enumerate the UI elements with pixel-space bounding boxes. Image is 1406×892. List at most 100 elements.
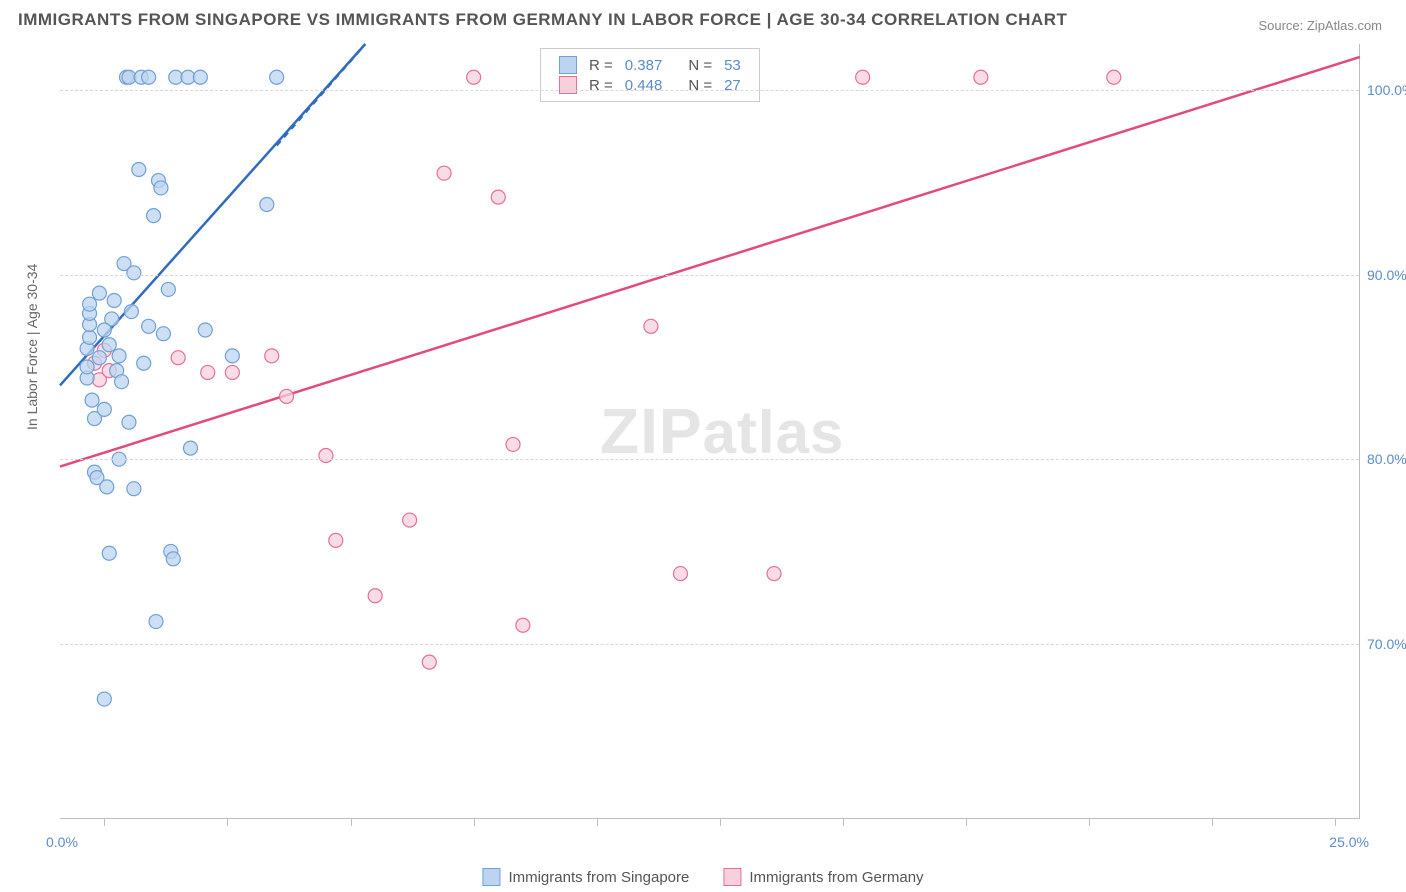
data-point	[83, 330, 97, 344]
legend-item-singapore: Immigrants from Singapore	[482, 868, 689, 886]
x-tick-mark	[966, 818, 967, 826]
swatch-icon	[723, 868, 741, 886]
legend-label: Immigrants from Germany	[749, 869, 923, 886]
x-tick-mark	[1212, 818, 1213, 826]
chart-title: IMMIGRANTS FROM SINGAPORE VS IMMIGRANTS …	[18, 10, 1067, 30]
x-tick-label: 0.0%	[46, 834, 78, 850]
data-point	[122, 415, 136, 429]
x-tick-mark	[843, 818, 844, 826]
data-point	[403, 513, 417, 527]
r-value: 0.448	[619, 75, 669, 95]
data-point	[265, 349, 279, 363]
data-point	[149, 615, 163, 629]
data-point	[198, 323, 212, 337]
data-point	[147, 209, 161, 223]
data-point	[422, 655, 436, 669]
swatch-icon	[482, 868, 500, 886]
n-value: 53	[718, 55, 747, 75]
scatter-svg	[60, 44, 1359, 818]
correlation-legend: R = 0.387 N = 53 R = 0.448 N = 27	[540, 48, 760, 102]
data-point	[142, 319, 156, 333]
series-legend: Immigrants from Singapore Immigrants fro…	[482, 868, 923, 886]
gridline	[60, 275, 1359, 276]
x-tick-label: 25.0%	[1329, 834, 1369, 850]
data-point	[171, 351, 185, 365]
data-point	[154, 181, 168, 195]
data-point	[97, 692, 111, 706]
data-point	[115, 375, 129, 389]
data-point	[225, 365, 239, 379]
data-point	[100, 480, 114, 494]
y-tick-label: 70.0%	[1367, 636, 1406, 652]
data-point	[644, 319, 658, 333]
data-point	[329, 533, 343, 547]
data-point	[127, 482, 141, 496]
data-point	[83, 297, 97, 311]
data-point	[124, 305, 138, 319]
r-value: 0.387	[619, 55, 669, 75]
data-point	[127, 266, 141, 280]
n-value: 27	[718, 75, 747, 95]
regression-line	[60, 57, 1360, 467]
data-point	[201, 365, 215, 379]
chart-plot-area: ZIPatlas R = 0.387 N = 53 R = 0.448 N = …	[60, 44, 1360, 819]
data-point	[974, 70, 988, 84]
y-axis-label: In Labor Force | Age 30-34	[24, 264, 40, 430]
x-tick-mark	[1089, 818, 1090, 826]
data-point	[142, 70, 156, 84]
x-tick-mark	[227, 818, 228, 826]
data-point	[97, 323, 111, 337]
data-point	[183, 441, 197, 455]
data-point	[506, 437, 520, 451]
x-tick-mark	[597, 818, 598, 826]
data-point	[319, 448, 333, 462]
data-point	[516, 618, 530, 632]
data-point	[85, 393, 99, 407]
y-tick-label: 90.0%	[1367, 267, 1406, 283]
data-point	[437, 166, 451, 180]
data-point	[280, 389, 294, 403]
data-point	[97, 402, 111, 416]
data-point	[491, 190, 505, 204]
x-tick-mark	[1335, 818, 1336, 826]
data-point	[156, 327, 170, 341]
r-label: R =	[583, 75, 619, 95]
n-label: N =	[682, 55, 718, 75]
x-tick-mark	[351, 818, 352, 826]
data-point	[193, 70, 207, 84]
data-point	[767, 567, 781, 581]
n-label: N =	[682, 75, 718, 95]
x-tick-mark	[720, 818, 721, 826]
x-tick-mark	[474, 818, 475, 826]
data-point	[92, 286, 106, 300]
legend-item-germany: Immigrants from Germany	[723, 868, 923, 886]
data-point	[166, 552, 180, 566]
legend-row-singapore: R = 0.387 N = 53	[553, 55, 747, 75]
data-point	[112, 349, 126, 363]
x-tick-mark	[104, 818, 105, 826]
data-point	[132, 162, 146, 176]
data-point	[368, 589, 382, 603]
data-point	[1107, 70, 1121, 84]
gridline	[60, 90, 1359, 91]
data-point	[107, 293, 121, 307]
data-point	[92, 351, 106, 365]
gridline	[60, 644, 1359, 645]
y-tick-label: 80.0%	[1367, 451, 1406, 467]
data-point	[270, 70, 284, 84]
data-point	[80, 360, 94, 374]
swatch-icon	[559, 76, 577, 94]
data-point	[856, 70, 870, 84]
legend-label: Immigrants from Singapore	[508, 869, 689, 886]
y-tick-label: 100.0%	[1367, 82, 1406, 98]
data-point	[225, 349, 239, 363]
legend-row-germany: R = 0.448 N = 27	[553, 75, 747, 95]
source-label: Source: ZipAtlas.com	[1258, 18, 1382, 33]
data-point	[161, 282, 175, 296]
data-point	[260, 198, 274, 212]
r-label: R =	[583, 55, 619, 75]
regression-line-dashed	[277, 44, 366, 145]
data-point	[673, 567, 687, 581]
data-point	[137, 356, 151, 370]
gridline	[60, 459, 1359, 460]
